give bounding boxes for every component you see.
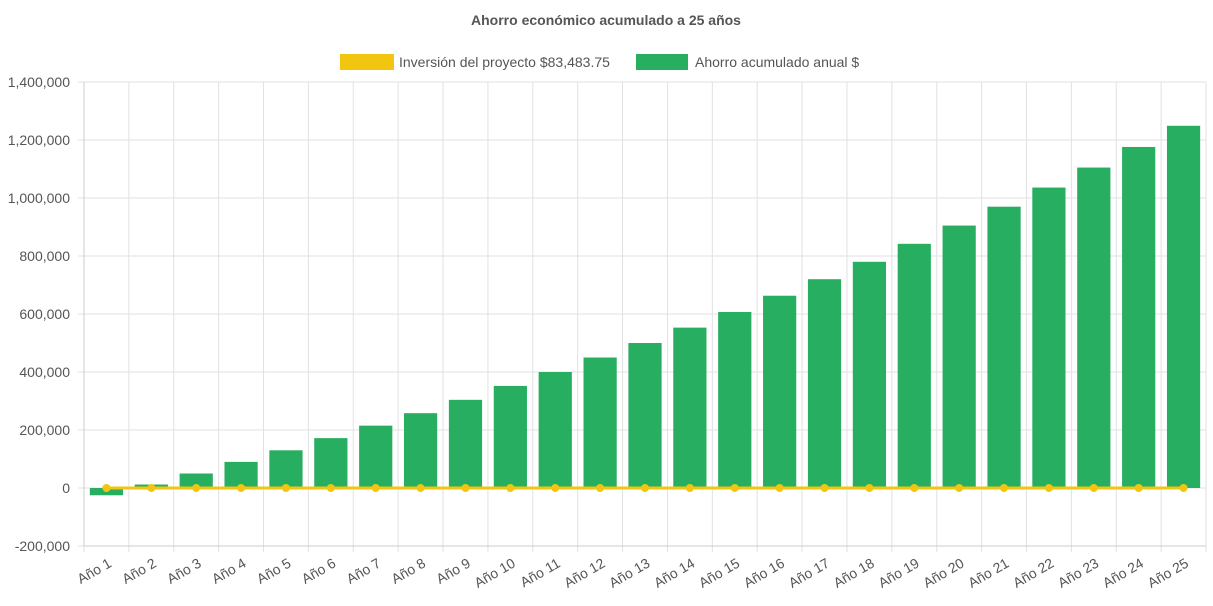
investment-point[interactable]	[1044, 484, 1053, 492]
y-tick-label: 0	[62, 480, 70, 496]
investment-point[interactable]	[281, 484, 290, 492]
investment-point[interactable]	[371, 484, 380, 492]
x-tick-label: Año 3	[164, 555, 204, 587]
y-tick-label: 1,000,000	[8, 190, 70, 206]
investment-point[interactable]	[506, 484, 515, 492]
savings-bar[interactable]	[269, 450, 303, 488]
y-tick-label: 400,000	[19, 364, 70, 380]
savings-bar[interactable]	[942, 225, 976, 489]
savings-bar[interactable]	[224, 461, 258, 488]
chart-title: Ahorro económico acumulado a 25 años	[471, 12, 741, 28]
savings-bar[interactable]	[403, 413, 438, 488]
savings-bar[interactable]	[718, 311, 752, 488]
x-tick-label: Año 13	[606, 555, 653, 591]
savings-bar[interactable]	[628, 343, 662, 488]
savings-bar[interactable]	[314, 438, 348, 488]
investment-point[interactable]	[685, 484, 694, 492]
x-tick-label: Año 21	[965, 555, 1012, 591]
legend-item-savings[interactable]: Ahorro acumulado anual $	[636, 54, 859, 70]
x-tick-label: Año 18	[830, 555, 877, 591]
investment-point[interactable]	[820, 484, 829, 492]
grid-lines	[78, 81, 1207, 552]
x-tick-label: Año 15	[696, 555, 743, 591]
investment-point[interactable]	[102, 484, 111, 492]
x-tick-label: Año 22	[1010, 555, 1057, 591]
savings-bar[interactable]	[1122, 146, 1156, 488]
investment-point[interactable]	[192, 484, 201, 492]
investment-point[interactable]	[1179, 484, 1188, 492]
x-tick-label: Año 11	[517, 555, 563, 591]
savings-bar[interactable]	[897, 243, 931, 488]
x-tick-label: Año 10	[471, 555, 518, 591]
x-tick-label: Año 9	[433, 555, 473, 587]
savings-bar[interactable]	[673, 327, 707, 488]
x-tick-label: Año 24	[1100, 555, 1147, 591]
y-tick-label: 600,000	[19, 306, 70, 322]
savings-bar[interactable]	[493, 385, 527, 488]
x-tick-label: Año 5	[254, 555, 294, 587]
investment-point[interactable]	[551, 484, 560, 492]
savings-bar[interactable]	[987, 206, 1021, 488]
y-tick-label: 800,000	[19, 248, 70, 264]
legend-item-investment[interactable]: Inversión del proyecto $83,483.75	[340, 54, 610, 70]
y-tick-label: 1,200,000	[8, 132, 70, 148]
investment-point[interactable]	[1089, 484, 1098, 492]
legend-label-investment: Inversión del proyecto $83,483.75	[399, 54, 610, 70]
savings-bar[interactable]	[583, 357, 617, 489]
investment-point[interactable]	[730, 484, 739, 492]
y-tick-label: 1,400,000	[8, 74, 70, 90]
y-tick-label: -200,000	[15, 538, 70, 554]
savings-bar[interactable]	[448, 399, 483, 488]
legend: Inversión del proyecto $83,483.75 Ahorro…	[340, 54, 859, 70]
x-tick-label: Año 7	[344, 555, 384, 587]
investment-point[interactable]	[865, 484, 874, 492]
x-tick-label: Año 2	[119, 555, 159, 587]
investment-point[interactable]	[910, 484, 919, 492]
savings-bar[interactable]	[1166, 125, 1201, 488]
x-tick-label: Año 14	[651, 555, 698, 591]
x-tick-label: Año 17	[786, 555, 833, 591]
savings-bar[interactable]	[852, 261, 887, 488]
x-tick-label: Año 12	[561, 555, 608, 591]
x-tick-label: Año 23	[1055, 555, 1102, 591]
x-tick-label: Año 8	[388, 555, 428, 587]
investment-point[interactable]	[955, 484, 964, 492]
savings-bar[interactable]	[179, 473, 213, 489]
legend-swatch-investment	[340, 54, 394, 70]
x-tick-label: Año 4	[209, 555, 249, 587]
x-tick-label: Año 25	[1145, 555, 1192, 591]
savings-bars	[89, 125, 1201, 496]
y-axis-ticks: 1,400,000 1,200,000 1,000,000 800,000 600,00…	[8, 74, 71, 554]
legend-swatch-savings	[636, 54, 688, 70]
investment-point[interactable]	[461, 484, 470, 492]
savings-bar[interactable]	[359, 425, 393, 488]
investment-point[interactable]	[1134, 484, 1143, 492]
savings-bar[interactable]	[1077, 167, 1111, 489]
investment-point[interactable]	[326, 484, 335, 492]
savings-bar[interactable]	[807, 279, 842, 488]
savings-bar[interactable]	[1032, 187, 1066, 488]
x-tick-label: Año 16	[741, 555, 788, 591]
x-tick-label: Año 20	[920, 555, 967, 591]
y-tick-label: 200,000	[19, 422, 70, 438]
legend-label-savings: Ahorro acumulado anual $	[695, 54, 859, 70]
x-tick-label: Año 1	[74, 555, 114, 587]
investment-point[interactable]	[775, 484, 784, 492]
investment-point[interactable]	[416, 484, 425, 492]
investment-point[interactable]	[147, 484, 156, 492]
x-tick-label: Año 19	[875, 555, 922, 591]
x-axis-ticks: Año 1 Año 2 Año 3 Año 4 Año 5 Año 6 Año 7 Año 8…	[74, 555, 1191, 591]
investment-point[interactable]	[1000, 484, 1009, 492]
investment-line	[102, 484, 1188, 492]
savings-bar[interactable]	[538, 372, 572, 488]
savings-bar[interactable]	[763, 295, 797, 488]
investment-point[interactable]	[596, 484, 605, 492]
investment-point[interactable]	[237, 484, 246, 492]
investment-point[interactable]	[641, 484, 649, 492]
x-tick-label: Año 6	[299, 555, 339, 587]
